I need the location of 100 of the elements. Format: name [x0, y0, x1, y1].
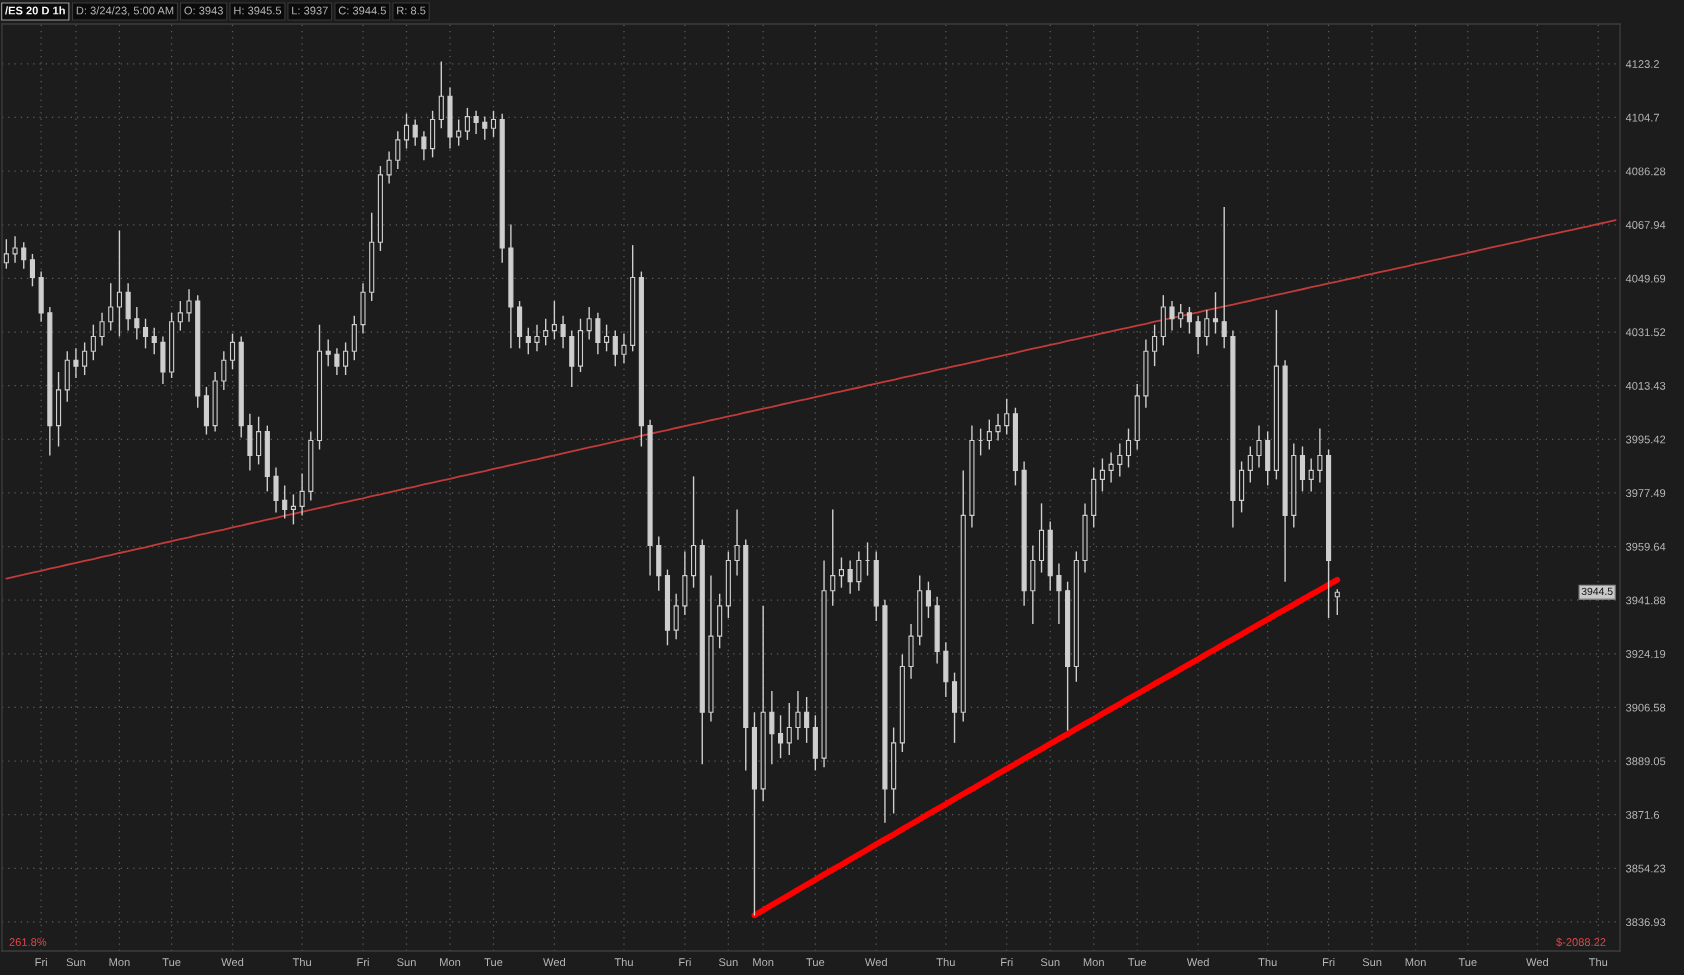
x-tick-label: Thu: [936, 957, 955, 967]
x-tick-label: Mon: [109, 958, 130, 967]
candlestick: [1256, 424, 1262, 469]
candlestick: [464, 107, 470, 141]
candlestick: [995, 412, 1001, 442]
candlestick: [534, 323, 540, 353]
candlestick: [343, 341, 349, 376]
x-tick-label: Fri: [1001, 957, 1013, 966]
candlestick: [1178, 303, 1184, 329]
x-tick-label: Tue: [162, 958, 181, 967]
candlestick: [1308, 457, 1314, 493]
candlestick: [386, 150, 392, 185]
x-tick-label: Fri: [679, 957, 691, 966]
candlestick: [1004, 398, 1010, 436]
text: C: 3944.5: [338, 6, 386, 15]
candlestick: [403, 113, 410, 150]
candlestick: [1247, 445, 1253, 484]
candlestick: [804, 696, 810, 744]
candlestick: [134, 306, 140, 341]
x-tick-label: Wed: [543, 957, 565, 967]
x-tick-label: Wed: [1526, 957, 1548, 967]
candlestick: [177, 300, 183, 332]
x-tick-label: Mon: [1083, 958, 1104, 967]
candlestick: [830, 508, 836, 607]
x-tick-label: Mon: [440, 958, 461, 967]
candlestick: [3, 238, 9, 270]
candlestick: [90, 323, 96, 361]
chart-title: /ES 20 D 1h: [5, 6, 65, 15]
candlestick: [421, 130, 427, 161]
annotation: 3944.5: [1581, 587, 1613, 596]
x-tick-label: Tue: [484, 958, 503, 967]
candlestick: [795, 690, 801, 741]
text: H: 3945.5: [234, 6, 282, 15]
candlestick: [334, 347, 340, 376]
x-tick-label: Sun: [397, 958, 416, 967]
candlestick: [73, 347, 79, 379]
x-tick-label: Tue: [1128, 958, 1147, 967]
y-tick-label: 3977.49: [1625, 489, 1666, 498]
candlestick: [734, 508, 740, 577]
candlestick: [412, 118, 418, 147]
candlestick: [1195, 315, 1201, 355]
candlestick: [612, 329, 618, 367]
y-tick-label: 3995.42: [1625, 435, 1666, 444]
candlestick: [490, 110, 497, 138]
candlestick: [229, 332, 236, 370]
candlestick: [986, 418, 992, 451]
candlestick: [395, 130, 401, 170]
candlestick: [151, 326, 157, 355]
candlestick: [786, 702, 792, 756]
x-tick-label: Wed: [221, 957, 244, 967]
y-tick-label: 4013.43: [1625, 381, 1666, 390]
candlestick: [595, 312, 601, 355]
line-series: [5, 219, 1617, 580]
y-tick-label: 3906.58: [1625, 703, 1666, 712]
candlestick: [525, 326, 531, 355]
x-tick-label: Sun: [1040, 958, 1060, 967]
candlestick: [769, 690, 775, 765]
candlestick: [777, 714, 784, 759]
candlestick: [1169, 300, 1175, 332]
text: O: 3943: [184, 6, 223, 15]
candlestick: [1099, 457, 1105, 493]
candlestick: [99, 312, 105, 347]
candlestick: [456, 118, 462, 147]
candlestick: [1212, 291, 1219, 335]
text: D: 3/24/23, 5:00 AM: [76, 6, 174, 16]
candlestick: [1152, 323, 1158, 367]
y-tick-label: 3959.64: [1625, 542, 1666, 551]
candlestick: [186, 288, 192, 323]
candlestick: [325, 338, 331, 367]
candlestick: [282, 484, 288, 520]
candlestick: [604, 323, 610, 353]
candlestick: [438, 60, 444, 129]
candlestick: [29, 253, 36, 287]
candlestick: [1204, 309, 1210, 347]
y-tick-label: 4049.69: [1625, 274, 1666, 283]
candlestick: [847, 559, 853, 595]
x-tick-label: Wed: [1186, 957, 1209, 967]
text: R: 8.5: [397, 6, 426, 15]
x-tick-label: Sun: [66, 958, 86, 967]
annotation: 261.8%: [9, 938, 47, 946]
candlestick: [621, 332, 627, 364]
x-tick-label: Tue: [1458, 958, 1477, 967]
x-tick-label: Wed: [864, 957, 887, 967]
x-tick-label: Fri: [357, 957, 369, 966]
candlestick: [586, 306, 592, 341]
y-tick-label: 3854.23: [1625, 864, 1666, 873]
y-tick-label: 4086.28: [1625, 167, 1666, 176]
x-tick-label: Fri: [35, 957, 47, 966]
y-tick-label: 4104.7: [1625, 113, 1659, 122]
y-tick-label: 3836.93: [1625, 918, 1666, 927]
candlestick: [551, 300, 557, 341]
x-tick-label: Mon: [753, 958, 774, 967]
candlestick: [543, 318, 549, 347]
candlestick: [1117, 442, 1123, 478]
candlestick: [560, 315, 566, 350]
y-tick-label: 3941.88: [1625, 596, 1666, 605]
x-tick-label: Thu: [1258, 957, 1277, 967]
x-tick-label: Mon: [1405, 958, 1426, 967]
y-tick-label: 4123.2: [1625, 60, 1659, 68]
y-tick-label: 3889.05: [1625, 757, 1666, 766]
